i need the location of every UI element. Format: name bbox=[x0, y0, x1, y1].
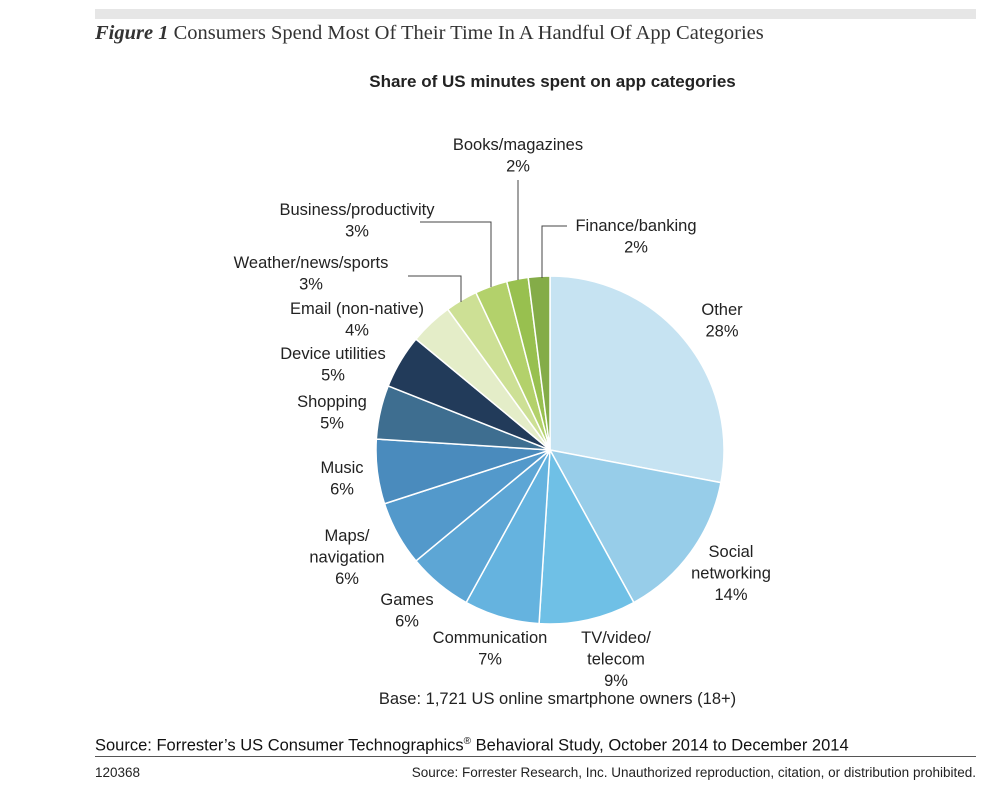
pie-slice bbox=[527, 275, 551, 451]
slice-name: Finance/banking bbox=[575, 217, 696, 235]
slice-name: Business/productivity bbox=[280, 201, 436, 219]
slice-name: Other bbox=[701, 301, 743, 319]
slice-label: Games 6% bbox=[380, 591, 433, 631]
slice-name: Email (non-native) bbox=[290, 300, 424, 318]
slice-label: Communication 7% bbox=[433, 629, 548, 669]
slice-label: Device utilities 5% bbox=[280, 345, 385, 385]
slice-value: 3% bbox=[345, 223, 369, 241]
slice-label: Social networking 14% bbox=[691, 543, 771, 604]
slice-value: 2% bbox=[506, 158, 530, 176]
pie-slice bbox=[548, 448, 722, 604]
slice-label: Business/productivity 3% bbox=[280, 201, 436, 241]
slice-label: Finance/banking 2% bbox=[575, 217, 696, 257]
slice-label: Maps/navigation 6% bbox=[309, 527, 384, 588]
figure-caption: Consumers Spend Most Of Their Time In A … bbox=[173, 22, 764, 44]
chart-title-wrap: Share of US minutes spent on app categor… bbox=[0, 72, 1005, 92]
slice-label: Other 28% bbox=[701, 301, 743, 341]
slice-value: 6% bbox=[330, 481, 354, 499]
slice-value: 3% bbox=[299, 276, 323, 294]
source-line: Source: Forrester’s US Consumer Technogr… bbox=[95, 736, 849, 756]
footer-rule bbox=[95, 756, 976, 757]
slice-name: Weather/news/sports bbox=[234, 254, 389, 272]
slice-value: 9% bbox=[604, 672, 628, 690]
slice-value: 6% bbox=[395, 613, 419, 631]
slice-value: 7% bbox=[478, 651, 502, 669]
slice-name: telecom bbox=[587, 651, 645, 669]
leader-line bbox=[420, 221, 492, 287]
source-suffix: Behavioral Study, October 2014 to Decemb… bbox=[471, 736, 849, 755]
slice-label: Weather/news/sports 3% bbox=[234, 254, 389, 294]
slice-label: Books/magazines 2% bbox=[453, 136, 583, 176]
source-prefix: Source: Forrester’s US Consumer Technogr… bbox=[95, 736, 464, 755]
pie-slice bbox=[549, 275, 725, 484]
slice-value: 5% bbox=[321, 367, 345, 385]
slice-value: 6% bbox=[335, 570, 359, 588]
slice-value: 2% bbox=[624, 239, 648, 257]
slice-label: TV/video/telecom 9% bbox=[581, 629, 651, 690]
slice-name: networking bbox=[691, 565, 771, 583]
document-id: 120368 bbox=[95, 765, 141, 780]
slice-value: 28% bbox=[705, 323, 738, 341]
slice-label: Music 6% bbox=[320, 459, 363, 499]
slice-name: TV/video/ bbox=[581, 629, 651, 647]
slice-label: Email (non-native) 4% bbox=[290, 300, 424, 340]
figure-heading: Figure 1 Consumers Spend Most Of Their T… bbox=[95, 22, 764, 45]
slice-value: 14% bbox=[714, 586, 747, 604]
chart-title: Share of US minutes spent on app categor… bbox=[369, 72, 736, 91]
slice-name: Books/magazines bbox=[453, 136, 583, 154]
slice-name: Device utilities bbox=[280, 345, 385, 363]
slice-name: Music bbox=[320, 459, 363, 477]
registered-mark: ® bbox=[463, 736, 472, 747]
slice-name: navigation bbox=[309, 549, 384, 567]
slice-name: Maps/ bbox=[325, 527, 370, 545]
leader-line bbox=[408, 275, 462, 302]
slice-name: Communication bbox=[433, 629, 548, 647]
copyright-notice: Source: Forrester Research, Inc. Unautho… bbox=[411, 765, 976, 780]
leader-line bbox=[541, 225, 567, 278]
slice-name: Social bbox=[709, 543, 754, 561]
slice-value: 4% bbox=[345, 322, 369, 340]
figure-number: Figure 1 bbox=[95, 22, 169, 44]
base-note: Base: 1,721 US online smartphone owners … bbox=[378, 690, 737, 708]
slice-label: Shopping 5% bbox=[297, 393, 367, 433]
top-bar bbox=[95, 9, 976, 19]
slice-value: 5% bbox=[320, 415, 344, 433]
base-note-wrap: Base: 1,721 US online smartphone owners … bbox=[0, 690, 1005, 709]
pie-slice bbox=[538, 447, 635, 625]
slice-name: Games bbox=[380, 591, 433, 609]
slice-name: Shopping bbox=[297, 393, 367, 411]
